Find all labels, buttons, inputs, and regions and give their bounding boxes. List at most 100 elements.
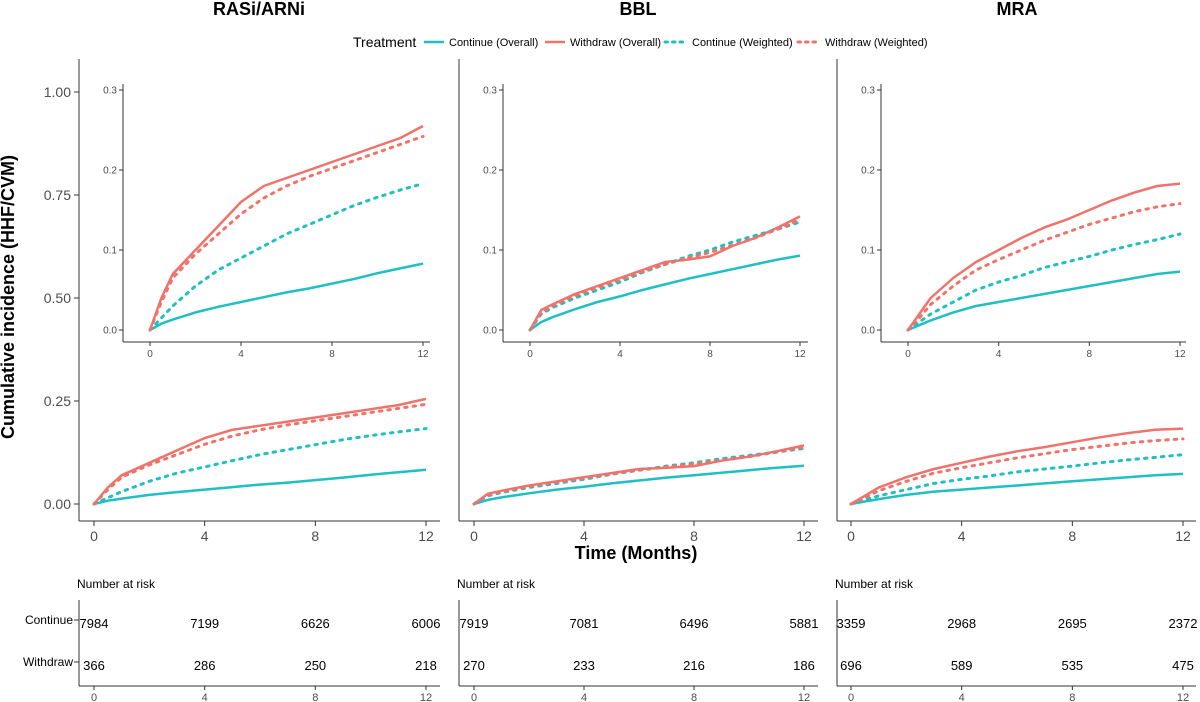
inset-x-tick-label: 4 xyxy=(996,349,1002,360)
risk-count-withdraw: 366 xyxy=(83,658,105,673)
risk-x-tick-label: 4 xyxy=(202,692,208,702)
main-x-tick-label: 8 xyxy=(690,528,698,544)
x-axis-label: Time (Months) xyxy=(575,543,698,563)
risk-x-tick-label: 4 xyxy=(959,692,965,702)
risk-count-withdraw: 218 xyxy=(415,658,437,673)
main-series-withdraw-weighted xyxy=(92,402,428,506)
risk-count-withdraw: 233 xyxy=(573,658,595,673)
main-y-tick-label: 0.75 xyxy=(44,187,71,203)
inset-x-tick-label: 12 xyxy=(417,349,429,360)
legend-item-continue-overall: Continue (Overall) xyxy=(424,37,538,49)
inset-series-withdraw-overall xyxy=(148,124,424,331)
panel-rasi-arni: RASi/ARNi 0 4 8 12 0.0 0 0.25 0.50 0.75 1.00 0.0 0.1… xyxy=(44,0,441,702)
main-y-tick-label: 0.25 xyxy=(44,393,71,409)
legend-item-withdraw-overall: Withdraw (Overall) xyxy=(545,37,661,49)
inset-y-tick-label: 0.3 xyxy=(861,86,875,97)
legend: Treatment Continue (Overall) Withdraw (O… xyxy=(353,34,928,50)
risk-group-label-withdraw: Withdraw xyxy=(23,655,73,669)
inset-series-withdraw-weighted xyxy=(906,202,1182,332)
inset-x-tick-label: 4 xyxy=(238,349,244,360)
risk-count-continue: 3359 xyxy=(837,616,866,631)
inset-series-continue-weighted xyxy=(528,220,802,332)
risk-x-tick-label: 12 xyxy=(420,692,432,702)
panel-title: RASi/ARNi xyxy=(213,0,305,19)
main-series-continue-weighted xyxy=(849,453,1185,506)
main-x-tick-label: 8 xyxy=(1068,528,1076,544)
risk-count-withdraw: 589 xyxy=(951,658,973,673)
inset-y-tick-label: 0.0 xyxy=(483,326,497,337)
risk-x-tick-label: 0 xyxy=(91,692,97,702)
risk-count-continue: 7199 xyxy=(190,616,219,631)
main-series-withdraw-weighted xyxy=(472,445,806,506)
main-x-tick-label: 4 xyxy=(201,528,209,544)
inset-series-continue-weighted xyxy=(148,182,425,332)
inset-x-tick-label: 0 xyxy=(147,349,153,360)
inset-series-continue-overall xyxy=(529,254,801,332)
inset-x-tick-label: 8 xyxy=(329,349,335,360)
inset-y-tick-label: 0.3 xyxy=(483,86,497,97)
inset-y-tick-label: 0.1 xyxy=(861,246,875,257)
risk-table: Number at risk 0 3359 696 4 2968 589 8 2695 535 12… xyxy=(835,577,1197,702)
risk-count-continue: 5881 xyxy=(790,616,819,631)
main-x-tick-label: 12 xyxy=(418,528,434,544)
main-series-withdraw-overall xyxy=(850,427,1184,506)
main-x-tick-label: 4 xyxy=(958,528,966,544)
panels: RASi/ARNi 0 4 8 12 0.0 0 0.25 0.50 0.75 1.00 0.0 0.1… xyxy=(44,0,1198,702)
risk-count-continue: 7081 xyxy=(570,616,599,631)
inset-y-tick-label: 0.1 xyxy=(103,246,117,257)
inset-x-tick-label: 4 xyxy=(617,349,623,360)
panel-title: BBL xyxy=(620,0,657,19)
risk-table-title: Number at risk xyxy=(77,577,156,591)
inset-x-tick-label: 0 xyxy=(905,349,911,360)
main-series-withdraw-overall xyxy=(93,397,427,505)
inset-y-tick-label: 0.2 xyxy=(861,166,875,177)
main-x-tick-label: 12 xyxy=(796,528,812,544)
risk-count-withdraw: 535 xyxy=(1061,658,1083,673)
panel-bbl: BBL 0 4 8 12 0.0 0.1 0.2 0.3 0 4 8 12 Number at risk 0… xyxy=(457,0,818,702)
legend-title: Treatment xyxy=(353,34,416,50)
inset-y-tick-label: 0.0 xyxy=(861,326,875,337)
inset-plot: 0.0 0.1 0.2 0.3 0 4 8 12 xyxy=(103,84,430,360)
legend-label-continue-weighted: Continue (Weighted) xyxy=(692,37,793,49)
panel-title: MRA xyxy=(997,0,1038,19)
risk-x-tick-label: 8 xyxy=(312,692,318,702)
main-y-tick-label: 0.50 xyxy=(44,290,71,306)
risk-count-withdraw: 216 xyxy=(683,658,705,673)
risk-x-tick-label: 0 xyxy=(471,692,477,702)
legend-item-withdraw-weighted: Withdraw (Weighted) xyxy=(796,37,928,49)
risk-count-withdraw: 186 xyxy=(793,658,815,673)
risk-count-continue: 6496 xyxy=(680,616,709,631)
main-series-withdraw-weighted xyxy=(849,437,1185,506)
inset-series-withdraw-weighted xyxy=(148,134,425,332)
main-y-tick-label: 1.00 xyxy=(44,84,71,100)
risk-x-tick-label: 8 xyxy=(691,692,697,702)
inset-series-withdraw-overall xyxy=(906,182,1181,331)
main-x-tick-label: 4 xyxy=(580,528,588,544)
risk-count-continue: 2372 xyxy=(1169,616,1198,631)
inset-series-withdraw-overall xyxy=(528,215,801,331)
inset-series-continue-weighted xyxy=(906,232,1182,332)
risk-x-tick-label: 12 xyxy=(798,692,810,702)
legend-label-withdraw-weighted: Withdraw (Weighted) xyxy=(825,37,928,49)
inset-y-tick-label: 0.2 xyxy=(103,166,117,177)
risk-count-withdraw: 475 xyxy=(1172,658,1194,673)
risk-x-tick-label: 8 xyxy=(1069,692,1075,702)
inset-y-tick-label: 0.3 xyxy=(103,86,117,97)
legend-label-continue-overall: Continue (Overall) xyxy=(449,37,538,49)
legend-label-withdraw-overall: Withdraw (Overall) xyxy=(570,37,661,49)
inset-x-tick-label: 12 xyxy=(794,349,806,360)
inset-y-tick-label: 0.2 xyxy=(483,166,497,177)
main-x-tick-label: 12 xyxy=(1175,528,1191,544)
inset-series-withdraw-weighted xyxy=(528,218,802,332)
main-series-continue-overall xyxy=(473,464,805,506)
main-series-continue-overall xyxy=(93,468,427,506)
main-x-tick-label: 0 xyxy=(470,528,478,544)
main-x-tick-label: 8 xyxy=(311,528,319,544)
main-x-tick-label: 0 xyxy=(847,528,855,544)
risk-x-tick-label: 4 xyxy=(581,692,587,702)
risk-group-label-continue: Continue xyxy=(25,613,73,627)
inset-y-tick-label: 0.0 xyxy=(103,326,117,337)
risk-count-withdraw: 270 xyxy=(463,658,485,673)
inset-series-continue-overall xyxy=(907,270,1181,332)
